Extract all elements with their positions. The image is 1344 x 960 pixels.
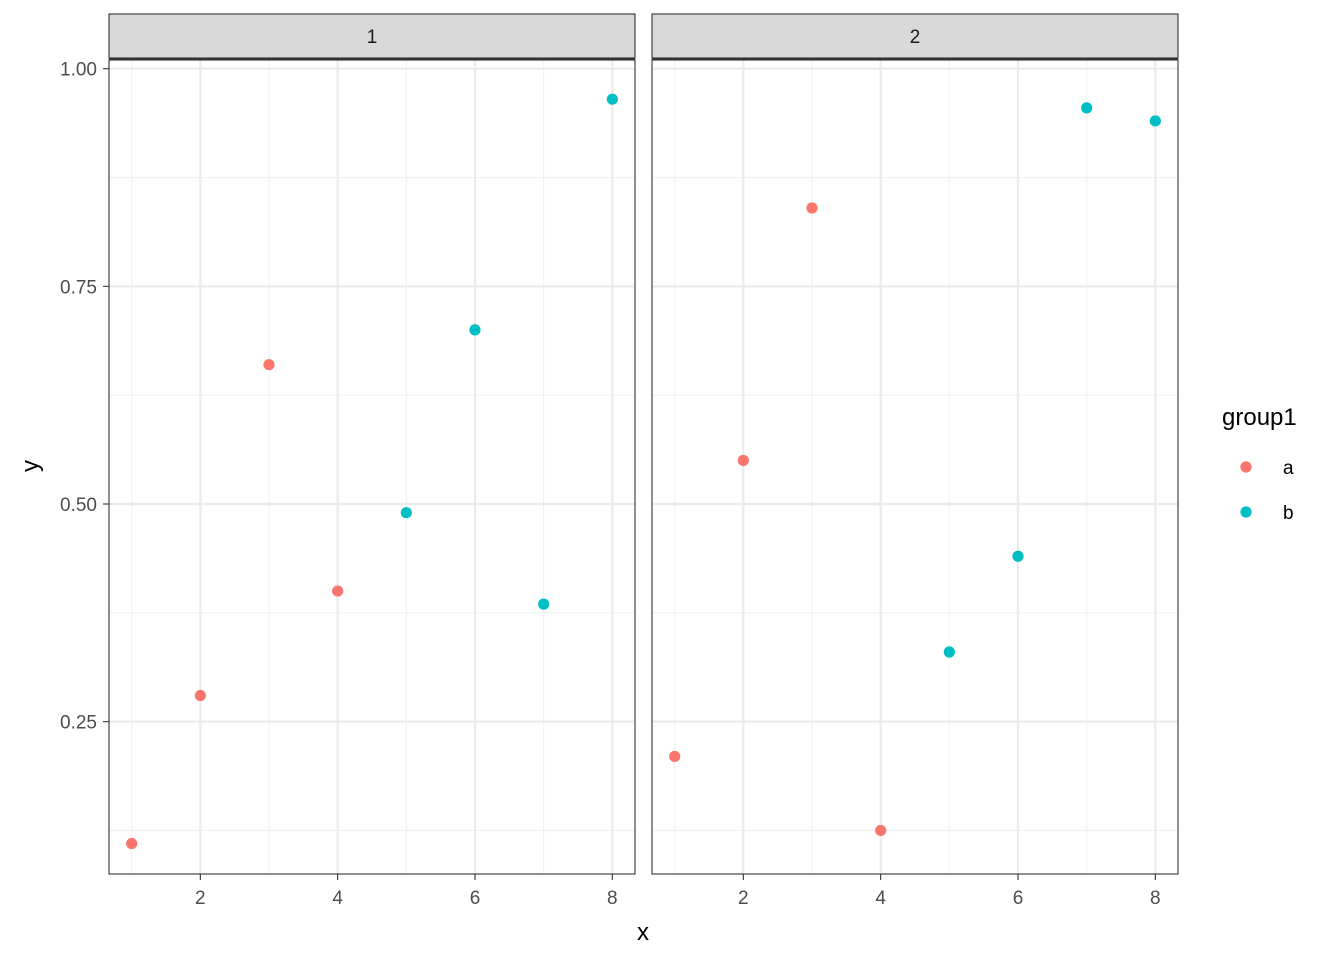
x-tick-label: 4 [332,888,343,909]
legend-key-a [1240,461,1252,473]
facet-strip [108,13,636,59]
data-point-b [943,646,955,658]
x-tick-label: 2 [738,888,749,909]
y-tick-label: 0.50 [60,495,97,516]
x-axis-title: x [637,919,649,946]
data-point-b [1012,550,1024,562]
legend-label-b: b [1283,503,1294,524]
facet-panel-1: 1 2 4 6 8 [108,13,636,909]
x-tick-label: 4 [875,888,886,909]
data-point-b [1081,102,1093,114]
legend: group1 a b [1222,404,1297,524]
data-point-b [400,507,412,519]
y-tick-label: 1.00 [60,60,97,81]
y-axis: 0.25 0.50 0.75 1.00 [60,60,109,734]
facet-strip [651,13,1179,59]
data-point-a [806,202,818,214]
facet-strip-label: 1 [367,27,378,48]
x-tick-label: 8 [607,888,618,909]
facet-panel-2: 2 2 4 6 8 [651,13,1179,909]
data-point-a [332,585,344,597]
x-tick-label: 2 [195,888,206,909]
x-tick-label: 6 [470,888,481,909]
data-point-a [194,689,206,702]
legend-title: group1 [1222,404,1297,431]
data-point-b [469,324,481,336]
legend-label-a: a [1283,458,1294,479]
x-tick-label: 8 [1150,888,1161,909]
facet-strip-label: 2 [910,27,921,48]
panel-background [109,60,635,874]
x-tick-label: 6 [1013,888,1024,909]
panel-background [652,60,1178,874]
data-point-a [875,824,887,837]
data-point-a [126,837,138,850]
data-point-b [1149,115,1161,127]
data-point-b [538,598,550,610]
legend-key-b [1240,506,1252,518]
data-point-a [263,359,275,371]
y-tick-label: 0.25 [60,713,97,734]
facet-panels: 1 2 4 6 8 2 2 4 6 8 [108,13,1179,909]
y-axis-title: y [17,460,44,472]
data-point-a [669,750,681,763]
data-point-b [606,93,618,105]
data-point-a [737,454,749,467]
y-tick-label: 0.75 [60,277,97,298]
